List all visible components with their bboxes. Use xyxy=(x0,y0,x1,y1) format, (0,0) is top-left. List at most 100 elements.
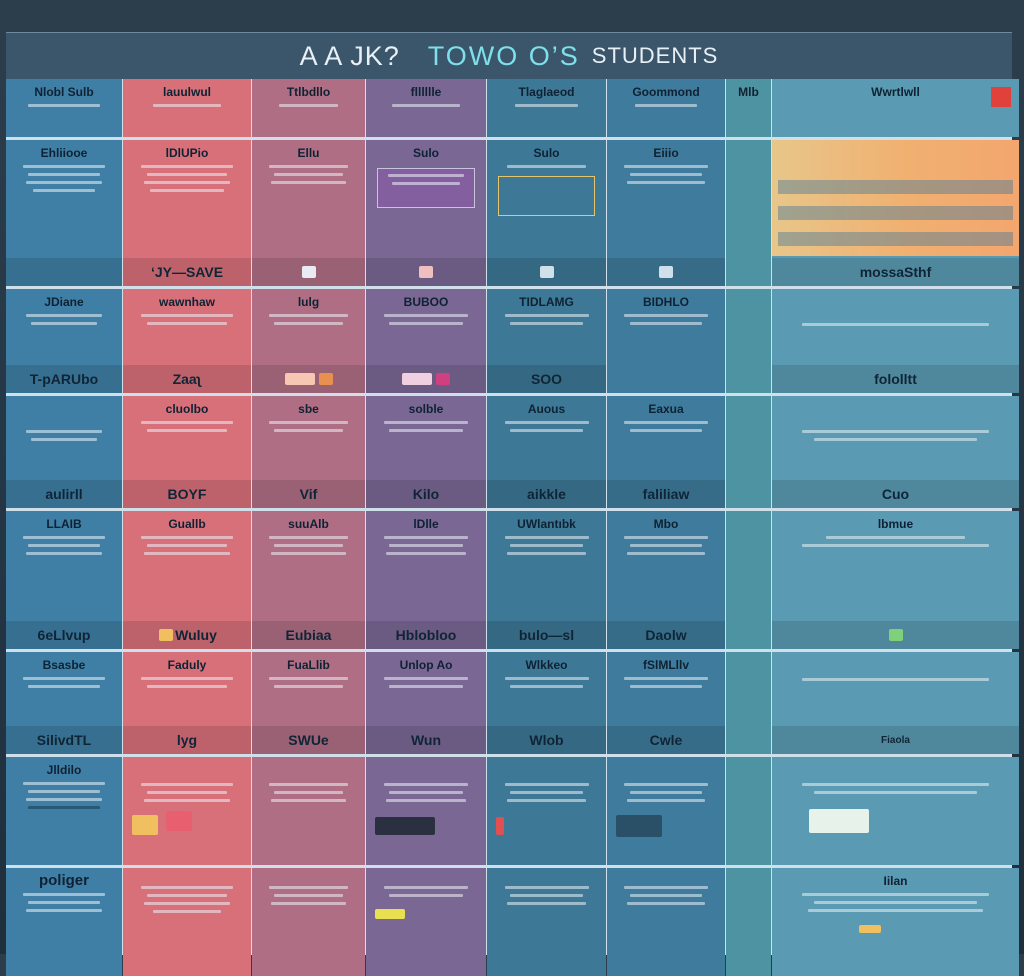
chip-icon xyxy=(159,629,174,641)
timetable-grid: Nlobl Sulb lauulwul Ttlbdllo flllllle Tl… xyxy=(6,79,1019,976)
grid-cell[interactable]: cluolbo BOYF xyxy=(123,396,251,508)
cell-band: lyg xyxy=(123,726,251,754)
cell-band xyxy=(366,365,486,393)
title-part-2: TOWO O’S xyxy=(427,40,580,71)
grid-cell[interactable]: solble Kilo xyxy=(366,396,486,508)
grid-cell[interactable]: Sulo xyxy=(487,140,606,286)
grid-cell[interactable] xyxy=(252,868,365,976)
grid-cell[interactable]: FuaLlib SWUe xyxy=(252,652,365,754)
grid-cell[interactable]: Cuo xyxy=(772,396,1019,508)
grid-cell xyxy=(726,396,771,508)
grid-cell[interactable]: UWlantıbk bulo—sl xyxy=(487,511,606,649)
grid-cell[interactable]: Faduly lyg xyxy=(123,652,251,754)
grid-cell[interactable]: Ellu xyxy=(252,140,365,286)
cell-band xyxy=(6,258,122,286)
grid-cell[interactable]: Guallb Wuluy xyxy=(123,511,251,649)
cell-band: 6eLlvup xyxy=(6,621,122,649)
grid-cell[interactable]: lDlUPio ʻJY—SAVE xyxy=(123,140,251,286)
grid-cell[interactable]: Eaxua faliliaw xyxy=(607,396,725,508)
chip-icon xyxy=(539,266,554,278)
grid-cell[interactable]: fSlMLllv Cwle xyxy=(607,652,725,754)
grid-cell[interactable] xyxy=(487,868,606,976)
grid-cell[interactable]: Fiaola xyxy=(772,652,1019,754)
cell-band xyxy=(772,621,1019,649)
chip-icon xyxy=(616,815,662,837)
cell-band: Wlob xyxy=(487,726,606,754)
cell-band: SilivdTL xyxy=(6,726,122,754)
grid-cell[interactable]: lDlle Hblobloo xyxy=(366,511,486,649)
highlight-box xyxy=(498,176,595,216)
grid-cell[interactable]: Sulo xyxy=(366,140,486,286)
grid-cell xyxy=(726,289,771,393)
grid-cell xyxy=(726,652,771,754)
grid-cell[interactable]: Wlkkeo Wlob xyxy=(487,652,606,754)
chip-icon xyxy=(301,266,316,278)
chip-icon xyxy=(859,924,881,933)
chip-icon xyxy=(375,817,435,835)
grid-cell[interactable]: Unlop Ao Wun xyxy=(366,652,486,754)
grid-cell[interactable]: suuAlb Eubiaa xyxy=(252,511,365,649)
cell-band: ʻJY—SAVE xyxy=(123,258,251,286)
grid-cell[interactable] xyxy=(607,868,725,976)
grid-cell[interactable]: Ehliiooe xyxy=(6,140,122,286)
grid-cell[interactable]: wawnhaw Zaaʅ xyxy=(123,289,251,393)
cell-band: Daolw xyxy=(607,621,725,649)
title-part-3: STUDENTS xyxy=(591,43,719,68)
grid-cell[interactable]: poliger xyxy=(6,868,122,976)
cell-band: Hblobloo xyxy=(366,621,486,649)
grid-cell[interactable]: lulg xyxy=(252,289,365,393)
cell-band: Fiaola xyxy=(772,726,1019,754)
cell-band: bulo—sl xyxy=(487,621,606,649)
grid-cell[interactable]: Eiiio xyxy=(607,140,725,286)
cell-band: aulirll xyxy=(6,480,122,508)
grid-cell[interactable]: sbe Vif xyxy=(252,396,365,508)
cell-band: SOO xyxy=(487,365,606,393)
red-square-icon xyxy=(991,87,1011,107)
cell-band: Eubiaa xyxy=(252,621,365,649)
cell-band: Kilo xyxy=(366,480,486,508)
chip-icon xyxy=(496,817,504,835)
cell-band xyxy=(252,365,365,393)
cell-band: SWUe xyxy=(252,726,365,754)
chip-icon xyxy=(132,815,158,835)
grid-cell xyxy=(726,757,771,865)
cell-band: Cuo xyxy=(772,480,1019,508)
header-cell: Ttlbdllo xyxy=(252,79,365,137)
grid-cell[interactable]: mossaSthf xyxy=(772,140,1019,286)
grid-cell[interactable] xyxy=(366,757,486,865)
grid-cell[interactable]: Mbo Daolw xyxy=(607,511,725,649)
grid-cell[interactable] xyxy=(366,868,486,976)
grid-cell[interactable]: lbmue xyxy=(772,511,1019,649)
grid-cell[interactable] xyxy=(607,757,725,865)
highlight-box xyxy=(377,168,475,208)
grid-cell[interactable]: Iilan xyxy=(772,868,1019,976)
grid-cell[interactable] xyxy=(252,757,365,865)
grid-cell[interactable]: Auous aikkle xyxy=(487,396,606,508)
grid-cell[interactable]: fololltt xyxy=(772,289,1019,393)
grid-cell[interactable] xyxy=(123,868,251,976)
grid-cell[interactable]: Bsasbe SilivdTL xyxy=(6,652,122,754)
cell-band xyxy=(252,258,365,286)
grid-cell[interactable]: JDiane T-pARUbo xyxy=(6,289,122,393)
grid-cell[interactable]: BUBOO xyxy=(366,289,486,393)
cell-band: Wuluy xyxy=(123,621,251,649)
header-cell: flllllle xyxy=(366,79,486,137)
cell-band xyxy=(607,258,725,286)
grid-cell[interactable]: aulirll xyxy=(6,396,122,508)
grid-cell[interactable]: BIDHLO xyxy=(607,289,725,393)
grid-cell[interactable] xyxy=(123,757,251,865)
chip-icon xyxy=(402,373,432,385)
cell-band: Vif xyxy=(252,480,365,508)
chip-icon xyxy=(166,811,193,831)
grid-cell xyxy=(726,511,771,649)
cell-band: aikkle xyxy=(487,480,606,508)
grid-cell[interactable] xyxy=(487,757,606,865)
grid-cell[interactable]: TIDLAMG SOO xyxy=(487,289,606,393)
cell-band: T-pARUbo xyxy=(6,365,122,393)
cell-band: Cwle xyxy=(607,726,725,754)
grid-cell[interactable]: LLAIB 6eLlvup xyxy=(6,511,122,649)
cell-band: Wun xyxy=(366,726,486,754)
chip-icon xyxy=(888,629,903,641)
grid-cell[interactable] xyxy=(772,757,1019,865)
grid-cell[interactable]: Jlldilo xyxy=(6,757,122,865)
